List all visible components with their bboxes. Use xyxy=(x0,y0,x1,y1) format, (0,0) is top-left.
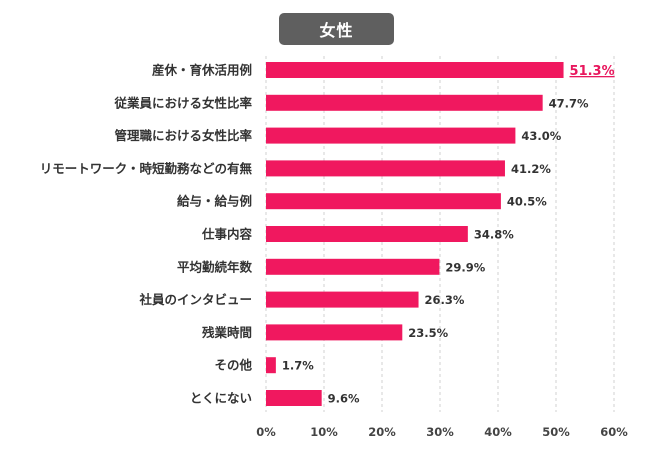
category-label: とくにない xyxy=(190,391,252,406)
category-label: 従業員における女性比率 xyxy=(113,95,252,110)
chart-title: 女性 xyxy=(279,13,394,45)
data-label: 9.6% xyxy=(328,392,360,406)
x-tick-label: 30% xyxy=(426,425,454,439)
x-tick-label: 20% xyxy=(368,425,396,439)
data-label: 23.5% xyxy=(408,326,448,340)
category-label: リモートワーク・時短勤務などの有無 xyxy=(40,161,253,176)
bar xyxy=(266,193,501,210)
bar xyxy=(266,94,543,111)
bar xyxy=(266,127,516,144)
category-label: 産休・育休活用例 xyxy=(152,63,252,78)
bar xyxy=(266,226,468,242)
data-label: 47.7% xyxy=(549,96,589,110)
category-label: 管理職における女性比率 xyxy=(114,128,252,143)
data-label: 43.0% xyxy=(521,129,561,143)
bar xyxy=(266,160,505,177)
x-tick-label: 10% xyxy=(310,425,338,439)
data-label: 40.5% xyxy=(507,195,547,209)
data-label: 34.8% xyxy=(474,228,514,242)
category-label: 社員のインタビュー xyxy=(138,292,252,307)
bar xyxy=(266,62,564,78)
bar xyxy=(266,357,276,374)
data-label: 41.2% xyxy=(511,162,551,176)
x-tick-label: 0% xyxy=(256,425,276,439)
category-label: 平均勤続年数 xyxy=(177,259,253,274)
bar xyxy=(266,390,322,406)
x-tick-label: 60% xyxy=(600,425,628,439)
data-label: 51.3% xyxy=(570,64,615,79)
category-label: その他 xyxy=(214,358,252,373)
bar xyxy=(266,324,403,341)
data-label: 26.3% xyxy=(425,293,465,307)
bar xyxy=(266,258,440,275)
data-label: 29.9% xyxy=(445,260,485,274)
category-label: 給与・給与例 xyxy=(177,194,252,209)
category-label: 仕事内容 xyxy=(201,227,253,242)
category-label: 残業時間 xyxy=(202,325,252,340)
x-tick-label: 40% xyxy=(484,425,512,439)
data-label: 1.7% xyxy=(282,359,314,373)
bar xyxy=(266,291,419,308)
x-tick-label: 50% xyxy=(542,425,570,439)
